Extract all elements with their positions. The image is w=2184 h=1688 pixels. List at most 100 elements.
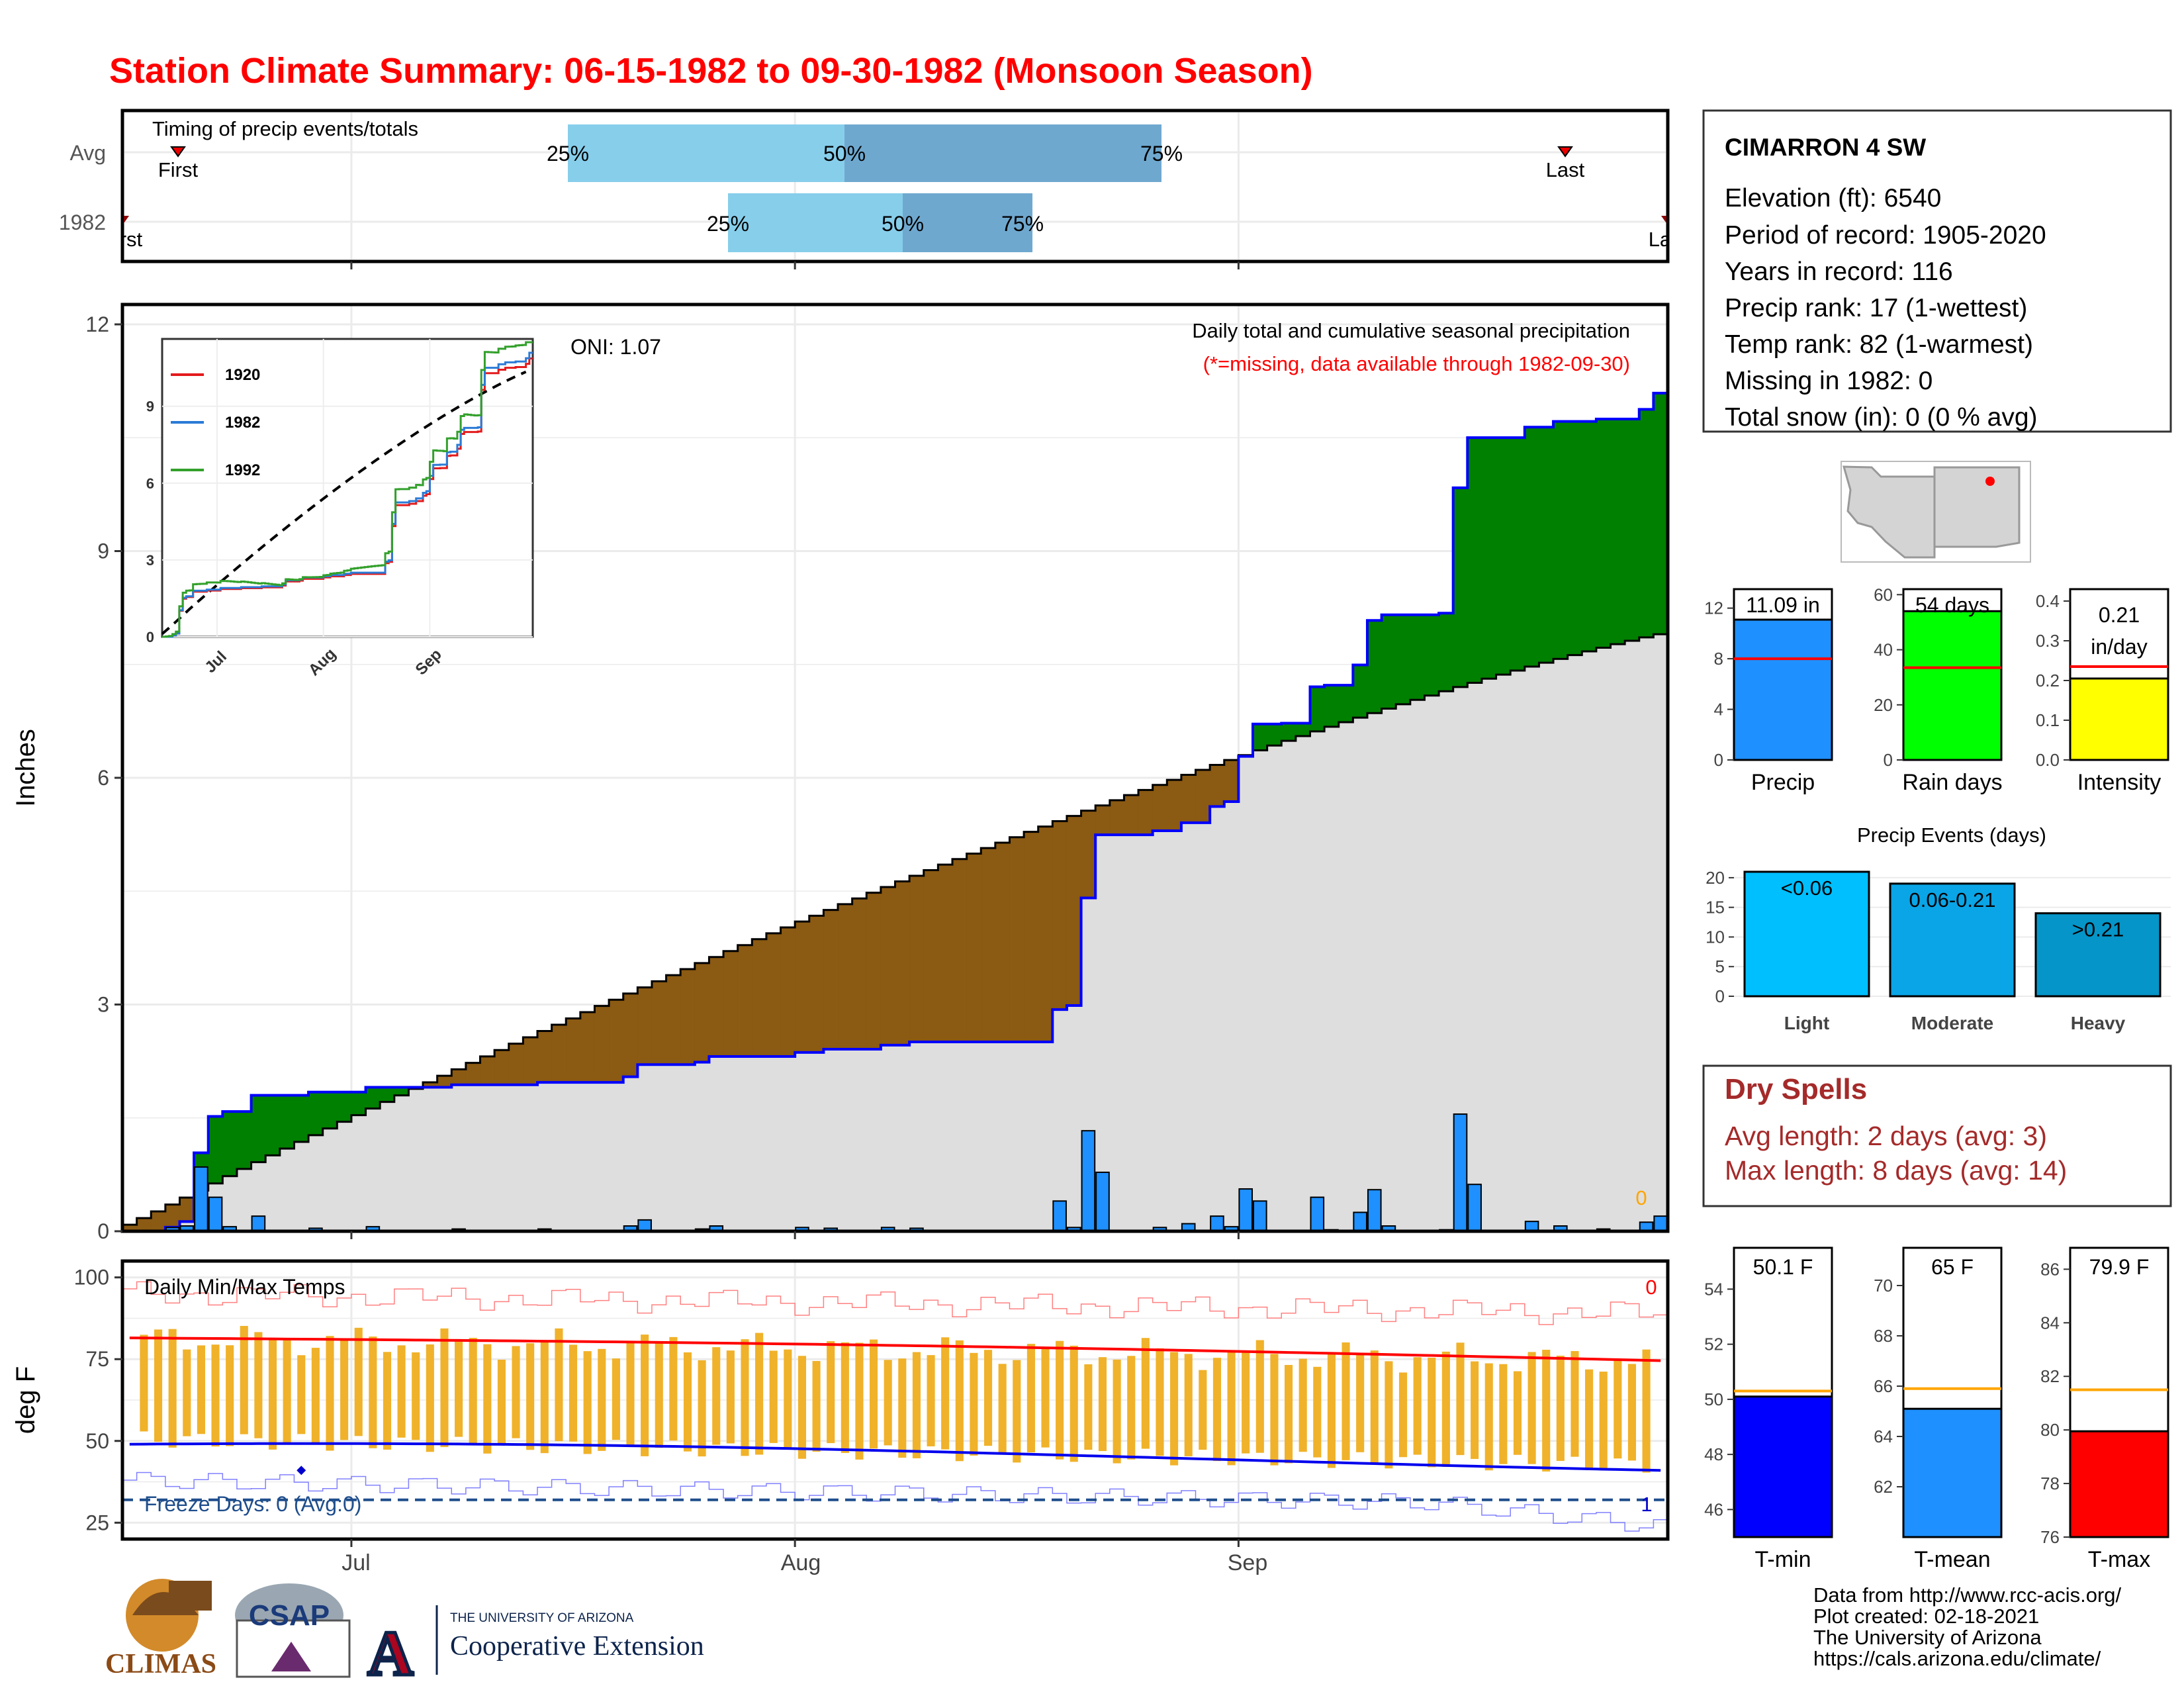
temp-y-tick-label: 100	[74, 1266, 109, 1289]
daily-temp-bar	[1413, 1357, 1422, 1455]
daily-temp-bar	[1242, 1352, 1250, 1454]
surplus-segment	[1481, 438, 1497, 679]
daily-precip-bar	[1453, 1113, 1468, 1232]
daily-temp-bar	[683, 1352, 692, 1452]
temp-top-count: 0	[1645, 1276, 1657, 1299]
daily-temp-bar	[383, 1352, 392, 1450]
deficit-segment	[1024, 831, 1039, 1043]
inset-y-tick-label: 3	[146, 552, 154, 569]
surplus-segment	[1467, 438, 1482, 683]
surplus-segment	[1396, 614, 1411, 704]
daily-temp-bar	[483, 1344, 492, 1454]
daily-temp-bar	[1599, 1372, 1608, 1471]
daily-temp-bar	[1127, 1356, 1136, 1460]
events-bar	[1889, 882, 2016, 998]
surplus-segment	[1610, 418, 1625, 645]
temp-bottom-count: 1	[1641, 1493, 1652, 1516]
station-temp-rank: Temp rank: 82 (1-warmest)	[1725, 330, 2033, 359]
station-period: Period of record: 1905-2020	[1725, 221, 2046, 250]
daily-temp-bar	[1298, 1358, 1307, 1452]
temp-bar-tick-label: 82	[2040, 1366, 2060, 1386]
daily-precip-bar	[1095, 1171, 1110, 1232]
daily-temp-bar	[1627, 1364, 1637, 1461]
record-min-line	[122, 1472, 1668, 1532]
x-label-sep: Sep	[1228, 1550, 1268, 1575]
summary-bar-tick-label: 0.1	[2036, 710, 2060, 730]
yr-edge-clip: First Last	[124, 216, 1666, 251]
daily-temp-bar	[669, 1336, 678, 1441]
summary-bar-tick-label: 4	[1714, 700, 1723, 720]
deficit-segment	[923, 870, 938, 1043]
deficit-segment	[508, 1043, 523, 1085]
daily-precip-bar	[208, 1196, 223, 1232]
station-snow: Total snow (in): 0 (0 % avg)	[1725, 403, 2038, 432]
daily-temp-bar	[812, 1361, 821, 1452]
temp-bar-value: 50.1 F	[1753, 1255, 1813, 1279]
daily-precip-bar	[1210, 1215, 1224, 1232]
timing-row-avg: Avg	[69, 141, 106, 165]
dry-spells-avg: Avg length: 2 days (avg: 3)	[1725, 1121, 2047, 1151]
precip-areas	[122, 391, 1668, 1233]
daily-temp-bar	[598, 1348, 606, 1451]
summary-bars: 11.09 in 0 4 8 12 Precip 54 days 0 20 40 60 Rain da…	[1704, 585, 2169, 795]
ua-big-text: Cooperative Extension	[450, 1631, 704, 1662]
temp-content	[122, 1281, 1668, 1532]
daily-temp-bar	[268, 1339, 277, 1450]
station-missing: Missing in 1982: 0	[1725, 367, 1933, 395]
ua-small-text: THE UNIVERSITY OF ARIZONA	[450, 1611, 634, 1625]
daily-temp-bar	[1285, 1364, 1293, 1464]
dry-spells-frame	[1702, 1064, 2172, 1207]
surplus-segment	[1439, 613, 1454, 692]
credit-plot-created: Plot created: 02-18-2021	[1813, 1605, 2039, 1628]
observed-cumulative-line	[122, 391, 1668, 1233]
daily-temp-bar	[1456, 1342, 1465, 1456]
temperature-bars: 50.1 F 46 48 50 52 54 T-min 65 F 62 64 66 68 70 T-mea…	[1704, 1246, 2169, 1572]
daily-temp-bar	[955, 1340, 964, 1462]
daily-temp-bar	[1327, 1354, 1336, 1468]
deficit-segment	[1152, 784, 1167, 831]
deficit-segment	[165, 1204, 180, 1227]
summary-bar-tick-label: 0	[1714, 750, 1723, 770]
daily-temp-bar	[297, 1355, 306, 1434]
daily-temp-bar	[569, 1344, 578, 1442]
yr-p50-label: 50%	[882, 212, 924, 236]
precip-subtitle: Daily total and cumulative seasonal prec…	[1192, 319, 1630, 342]
daily-temp-bar	[1385, 1361, 1393, 1469]
surplus-segment	[1567, 421, 1582, 655]
deficit-segment	[1224, 760, 1239, 802]
deficit-segment	[952, 859, 968, 1043]
avg-first-label: First	[158, 158, 199, 181]
summary-bar	[1733, 618, 1833, 761]
daily-temp-bar	[1471, 1361, 1479, 1459]
surplus-segment	[337, 1092, 352, 1122]
station-years: Years in record: 116	[1725, 258, 1953, 286]
events-category-label: Heavy	[2071, 1013, 2126, 1033]
daily-temp-bar	[1170, 1352, 1179, 1466]
dry-spells-title: Dry Spells	[1725, 1073, 1867, 1105]
surplus-segment	[1253, 724, 1268, 751]
daily-temp-bar	[397, 1345, 406, 1438]
deficit-segment	[179, 1197, 195, 1222]
daily-temp-bar	[1342, 1342, 1350, 1460]
surplus-segment	[1582, 421, 1597, 652]
temp-y-tick-label: 25	[85, 1511, 109, 1534]
summary-bar-tick-label: 0.3	[2036, 631, 2060, 651]
deficit-segment	[795, 921, 810, 1053]
precip-y-tick-label: 6	[97, 766, 109, 790]
summary-bar-tick-label: 8	[1714, 649, 1723, 669]
deficit-segment	[1138, 790, 1154, 835]
deficit-segment	[551, 1024, 567, 1083]
daily-precip-bar	[251, 1215, 266, 1232]
deficit-segment	[909, 875, 925, 1043]
surplus-segment	[1496, 438, 1511, 675]
daily-temp-bar	[755, 1333, 764, 1455]
daily-temp-bar	[784, 1349, 792, 1448]
precip-frame	[120, 303, 1670, 1233]
timing-label: Timing of precip events/totals	[152, 117, 418, 140]
daily-temp-bar	[1499, 1364, 1508, 1464]
temp-bar	[1902, 1407, 2003, 1538]
daily-temp-bar	[154, 1329, 163, 1442]
credit-university: The University of Arizona	[1813, 1626, 2042, 1649]
deficit-segment	[1095, 805, 1111, 835]
daily-temp-bar	[583, 1351, 592, 1454]
